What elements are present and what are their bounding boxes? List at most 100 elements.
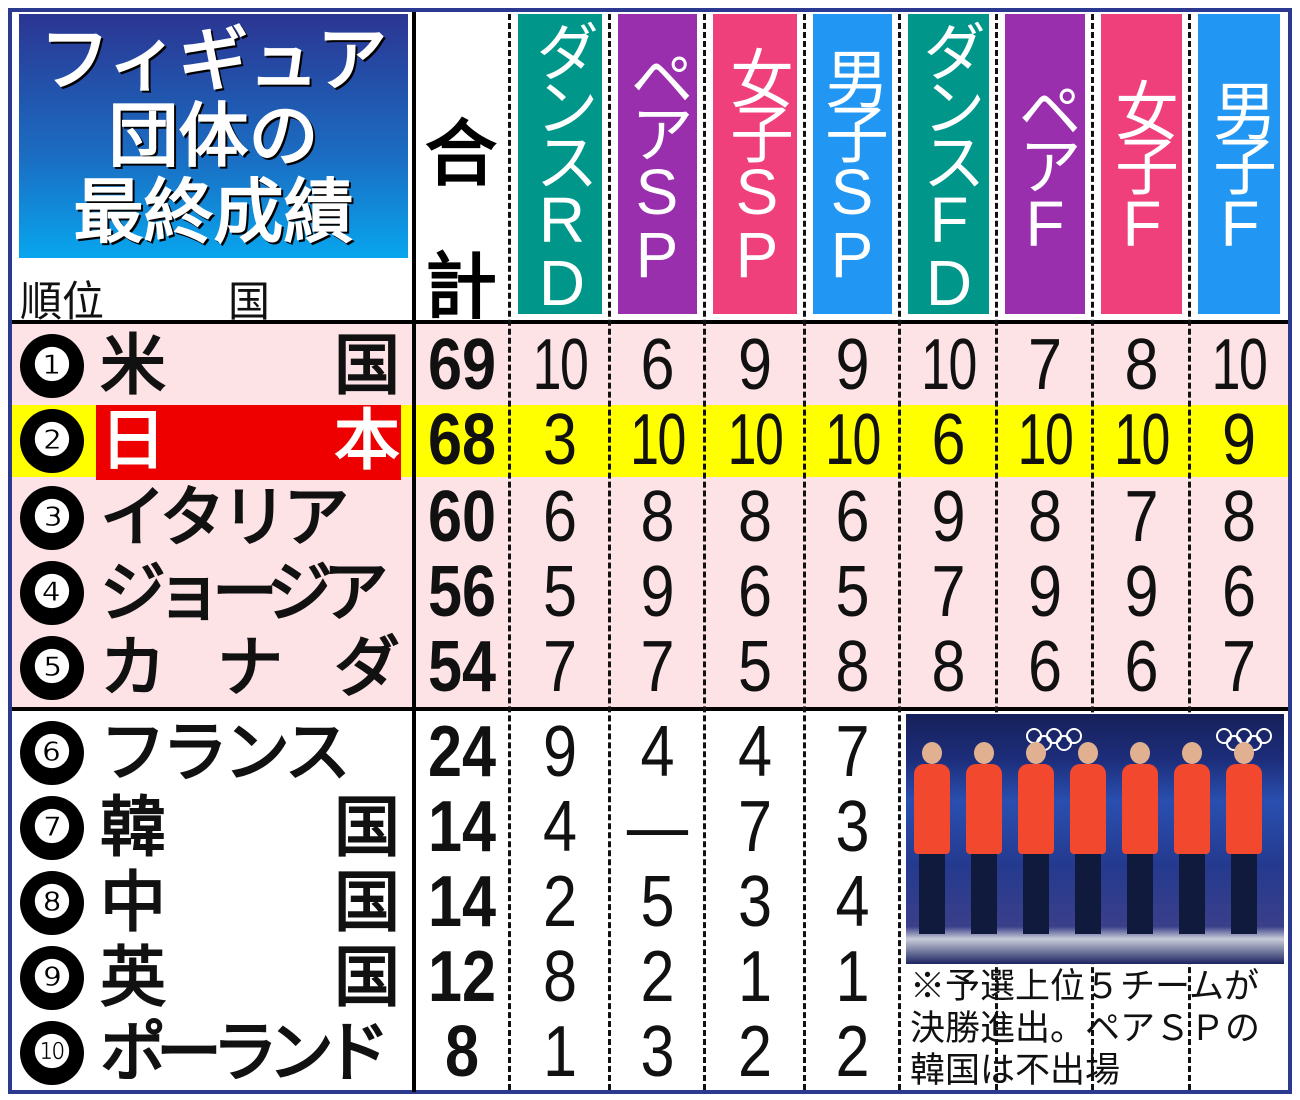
score-cell: 7 (640, 627, 675, 707)
finalists-background (12, 324, 1288, 708)
total-score: 69 (427, 325, 497, 405)
rank-badge: ❸ (20, 486, 84, 550)
column-separator (608, 14, 611, 1090)
score-cell: 9 (1221, 400, 1257, 480)
column-separator (1188, 14, 1191, 1090)
country-name-part: カ (100, 630, 166, 705)
score-cell: 10 (630, 400, 686, 480)
score-cell: 8 (542, 937, 578, 1017)
divider-header (12, 320, 1288, 324)
title-line1: フィギュア (39, 18, 388, 101)
column-separator (703, 14, 706, 1090)
column-separator (898, 14, 901, 1090)
total-score: 54 (427, 627, 497, 707)
skater-figure (1174, 742, 1210, 944)
rank-badge: ❶ (20, 334, 84, 398)
country-name-part: 国 (334, 328, 400, 403)
skater-figure (1226, 742, 1262, 944)
country-name: カナダ (100, 630, 400, 705)
score-cell: 2 (542, 862, 578, 942)
score-cell: 6 (835, 477, 870, 557)
score-cell: 4 (737, 712, 773, 792)
score-cell: 8 (737, 477, 773, 557)
country-name: 韓国 (100, 790, 400, 865)
score-cell: 4 (640, 712, 675, 792)
score-cell: 10 (1211, 325, 1268, 405)
total-score: 60 (427, 477, 497, 557)
score-cell: 9 (542, 712, 578, 792)
column-header-8: 男子F (1198, 14, 1280, 314)
score-cell: 1 (542, 1012, 578, 1092)
score-cell: 9 (737, 325, 773, 405)
skater-figure (1018, 742, 1054, 944)
japan-name-highlight (96, 405, 401, 480)
country-name: ポーランド (100, 1015, 400, 1090)
column-header-6: ペアF (1005, 14, 1085, 314)
country-name-part: 米 (100, 328, 166, 403)
score-cell: 10 (727, 400, 784, 480)
column-separator (995, 14, 998, 1090)
score-cell: 7 (737, 787, 773, 867)
column-separator (1091, 14, 1094, 1090)
score-cell: 8 (1221, 477, 1257, 557)
title-box: フィギュア 団体の 最終成績 (19, 14, 408, 258)
divider-finalists (12, 707, 1288, 711)
score-cell: 4 (835, 862, 870, 942)
score-cell: 6 (542, 477, 578, 557)
score-cell: 3 (640, 1012, 675, 1092)
country-name-part: 国 (334, 940, 400, 1015)
score-cell: 8 (640, 477, 675, 557)
score-cell: 10 (1017, 400, 1074, 480)
rank-badge: ❿ (20, 1021, 84, 1085)
score-cell: 1 (835, 937, 870, 1017)
olympic-rings-icon (1066, 728, 1082, 744)
score-cell: 6 (1124, 627, 1159, 707)
country-name-part: 国 (334, 865, 400, 940)
score-cell: 5 (835, 552, 870, 632)
score-cell: 5 (640, 862, 675, 942)
score-cell: 10 (1114, 400, 1170, 480)
total-score: 14 (427, 862, 497, 942)
country-name-part: 日 (100, 403, 166, 478)
score-cell: 9 (835, 325, 870, 405)
score-cell: 7 (542, 627, 578, 707)
score-cell: 8 (931, 627, 966, 707)
column-header-1: ダンスRD (518, 14, 602, 314)
column-header-4: 男子SP (813, 14, 892, 314)
total-score: 14 (427, 787, 497, 867)
country-name-part: 韓 (100, 790, 166, 865)
column-header-2: ペアSP (618, 14, 697, 314)
country-name: イタリア (100, 480, 400, 555)
score-cell: 7 (931, 552, 966, 632)
score-cell: 6 (931, 400, 966, 480)
country-label: 国 (228, 277, 271, 326)
score-cell: 5 (542, 552, 578, 632)
score-cell: 4 (542, 787, 578, 867)
title-line2: 団体の (108, 94, 319, 177)
total-score: 56 (427, 552, 497, 632)
score-cell: 7 (1027, 325, 1063, 405)
country-name: 米国 (100, 328, 400, 403)
score-cell: 2 (737, 1012, 773, 1092)
country-name-part: ナ (217, 630, 283, 705)
score-cell: 1 (737, 937, 773, 1017)
country-name-part: イタリア (100, 480, 349, 555)
team-japan-photo (906, 714, 1284, 964)
score-cell: 7 (835, 712, 870, 792)
divider-left (412, 12, 416, 1092)
rank-label: 順位 (20, 277, 105, 326)
country-name: 日本 (100, 403, 400, 478)
column-separator (803, 14, 806, 1090)
rank-badge: ❻ (20, 721, 84, 785)
total-label-2: 計 (425, 245, 498, 329)
score-cell: 8 (1124, 325, 1159, 405)
rank-badge: ❼ (20, 796, 84, 860)
rank-badge: ❽ (20, 871, 84, 935)
score-cell: 7 (1221, 627, 1257, 707)
total-score: 24 (427, 712, 497, 792)
rank-badge: ❾ (20, 946, 84, 1010)
title-line3: 最終成績 (73, 170, 354, 253)
score-cell: 8 (835, 627, 870, 707)
score-cell: 6 (737, 552, 773, 632)
country-name: ジョージア (100, 555, 400, 630)
